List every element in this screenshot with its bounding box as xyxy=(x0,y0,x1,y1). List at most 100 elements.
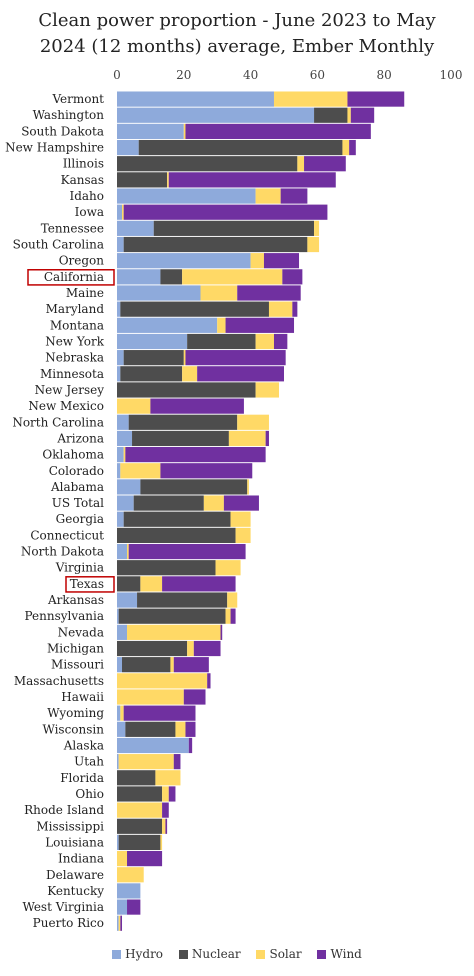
legend: Hydro Nuclear Solar Wind xyxy=(0,947,474,961)
bar-louisiana-hydro xyxy=(117,834,119,851)
bar-georgia-solar xyxy=(230,511,251,527)
category-label-oregon: Oregon xyxy=(59,254,105,268)
bar-tennessee-hydro xyxy=(117,220,154,236)
hydro-swatch xyxy=(112,950,122,959)
bar-utah-solar xyxy=(118,754,174,770)
bar-iowa-solar xyxy=(122,204,124,220)
legend-item-nuclear: Nuclear xyxy=(178,947,241,961)
bar-oregon-wind xyxy=(263,253,300,269)
category-label-vermont: Vermont xyxy=(51,92,104,106)
bar-south-carolina-solar xyxy=(307,236,320,253)
bar-tennessee-solar xyxy=(314,220,320,236)
category-label-florida: Florida xyxy=(60,771,104,785)
bar-alaska-wind xyxy=(188,737,193,754)
legend-label-wind: Wind xyxy=(330,947,362,961)
bar-maine-solar xyxy=(200,285,238,301)
category-label-south-carolina: South Carolina xyxy=(13,238,104,252)
bar-georgia-hydro xyxy=(117,511,124,527)
x-tick-label: 0 xyxy=(113,68,121,82)
plot-area: 0 20 40 60 80 100 Vermont Washington South Dako… xyxy=(5,68,462,931)
bar-illinois-wind xyxy=(304,156,346,172)
bar-pennsylvania-nuclear xyxy=(118,608,226,624)
x-tick-label: 60 xyxy=(310,68,325,82)
bar-us-total-nuclear xyxy=(133,495,204,511)
category-label-iowa: Iowa xyxy=(75,205,104,219)
category-label-us-total: US Total xyxy=(52,496,104,510)
category-label-connecticut: Connecticut xyxy=(30,528,104,542)
bar-california-wind xyxy=(282,269,303,285)
bar-alabama-solar xyxy=(247,479,249,495)
bar-mississippi-solar xyxy=(162,818,166,834)
bar-massachusetts-solar xyxy=(117,673,208,689)
category-label-nevada: Nevada xyxy=(58,625,104,639)
category-label-new-mexico: New Mexico xyxy=(28,399,104,413)
bar-south-carolina-nuclear xyxy=(123,236,308,253)
category-label-utah: Utah xyxy=(74,755,104,769)
bar-vermont-wind xyxy=(347,91,405,107)
category-label-rhode-island: Rhode Island xyxy=(24,803,104,817)
bar-wisconsin-wind xyxy=(185,721,196,737)
category-label-oklahoma: Oklahoma xyxy=(42,448,104,462)
bar-california-hydro xyxy=(117,269,161,285)
bar-oregon-hydro xyxy=(117,253,251,269)
bar-arkansas-nuclear xyxy=(137,592,228,608)
bar-pennsylvania-wind xyxy=(230,608,236,624)
bar-alabama-nuclear xyxy=(140,479,248,495)
bar-missouri-wind xyxy=(173,657,209,673)
category-label-ohio: Ohio xyxy=(75,787,104,801)
bar-minnesota-wind xyxy=(197,366,284,382)
bar-texas-nuclear xyxy=(117,576,141,592)
bar-wyoming-hydro xyxy=(117,705,121,721)
bar-michigan-nuclear xyxy=(117,640,188,657)
category-label-colorado: Colorado xyxy=(49,464,104,478)
bar-washington-hydro xyxy=(117,107,315,123)
bar-connecticut-nuclear xyxy=(117,527,236,543)
chart-title-line-2: 2024 (12 months) average, Ember Monthly xyxy=(39,36,435,57)
bar-kansas-nuclear xyxy=(117,172,168,188)
bar-new-hampshire-nuclear xyxy=(138,139,343,156)
bar-nebraska-nuclear xyxy=(123,350,184,366)
bar-arizona-hydro xyxy=(117,430,133,447)
bar-minnesota-nuclear xyxy=(120,366,183,382)
bar-idaho-hydro xyxy=(117,188,256,204)
category-label-nebraska: Nebraska xyxy=(45,351,104,365)
bar-north-dakota-wind xyxy=(128,543,246,560)
bar-new-york-solar xyxy=(255,333,274,350)
bar-illinois-solar xyxy=(297,156,305,172)
x-tick-labels: 0 20 40 60 80 100 xyxy=(113,68,462,82)
bar-colorado-solar xyxy=(120,463,161,479)
x-tick-label: 40 xyxy=(243,68,258,82)
x-tick-label: 100 xyxy=(440,68,463,82)
bar-illinois-nuclear xyxy=(117,156,298,172)
legend-item-solar: Solar xyxy=(256,947,302,961)
category-label-washington: Washington xyxy=(33,108,105,122)
category-label-michigan: Michigan xyxy=(47,642,104,656)
category-label-kansas: Kansas xyxy=(61,173,104,187)
bar-nebraska-solar xyxy=(183,350,186,366)
bar-puerto-rico-solar xyxy=(118,915,121,931)
bar-nevada-wind xyxy=(220,624,223,640)
category-label-tennessee: Tennessee xyxy=(41,221,104,235)
bar-tennessee-nuclear xyxy=(153,220,315,236)
bar-california-nuclear xyxy=(160,269,183,285)
bar-oklahoma-wind xyxy=(125,447,266,463)
bar-vermont-hydro xyxy=(117,91,274,107)
category-label-north-carolina: North Carolina xyxy=(12,415,104,429)
bar-maryland-nuclear xyxy=(120,301,269,317)
bar-north-carolina-solar xyxy=(237,414,269,430)
bar-connecticut-solar xyxy=(235,527,251,543)
category-label-missouri: Missouri xyxy=(51,658,104,672)
highlight-boxes xyxy=(27,269,115,593)
bar-washington-solar xyxy=(347,107,351,123)
bar-nevada-solar xyxy=(127,624,221,640)
bar-massachusetts-wind xyxy=(207,673,211,689)
bar-nebraska-hydro xyxy=(117,350,124,366)
bar-montana-hydro xyxy=(117,317,218,333)
bar-kansas-wind xyxy=(168,172,336,188)
category-label-west-virginia: West Virginia xyxy=(22,900,104,914)
bar-colorado-wind xyxy=(160,463,253,479)
bar-new-jersey-nuclear xyxy=(117,382,256,398)
bar-arkansas-hydro xyxy=(117,592,138,608)
bar-idaho-wind xyxy=(280,188,308,204)
category-label-wisconsin: Wisconsin xyxy=(42,722,104,736)
